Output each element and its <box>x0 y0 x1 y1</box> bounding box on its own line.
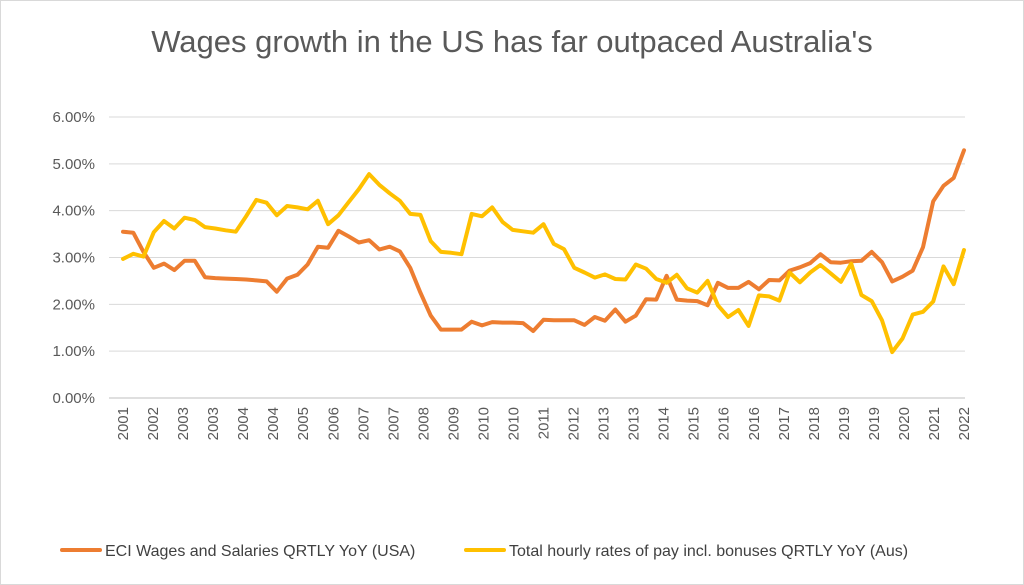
x-tick-label: 2020 <box>896 407 913 440</box>
x-tick-label: 2019 <box>836 407 853 440</box>
y-tick-label: 0.00% <box>52 390 95 407</box>
x-tick-label: 2016 <box>716 407 733 440</box>
x-tick-label: 2013 <box>596 407 613 440</box>
x-tick-label: 2017 <box>776 407 793 440</box>
y-tick-label: 2.00% <box>52 296 95 313</box>
x-tick-label: 2004 <box>235 407 252 440</box>
x-tick-label: 2007 <box>385 407 402 440</box>
x-tick-label: 2021 <box>926 407 943 440</box>
x-tick-label: 2010 <box>505 407 522 440</box>
x-tick-label: 2013 <box>626 407 643 440</box>
x-tick-label: 2010 <box>475 407 492 440</box>
x-tick-label: 2019 <box>866 407 883 440</box>
x-tick-label: 2016 <box>746 407 763 440</box>
x-tick-label: 2003 <box>175 407 192 440</box>
y-tick-label: 5.00% <box>52 156 95 173</box>
x-tick-label: 2007 <box>355 407 372 440</box>
series-line-aus <box>121 172 966 355</box>
y-tick-label: 3.00% <box>52 250 95 267</box>
x-tick-label: 2011 <box>536 407 553 439</box>
x-tick-label: 2014 <box>656 407 673 440</box>
x-tick-label: 2015 <box>686 407 703 440</box>
series-lines <box>121 148 966 355</box>
x-tick-label: 2008 <box>415 407 432 440</box>
series-line-usa <box>121 148 966 333</box>
y-tick-label: 1.00% <box>52 343 95 360</box>
x-tick-label: 2001 <box>115 407 132 440</box>
x-tick-label: 2002 <box>145 407 162 440</box>
chart-title: Wages growth in the US has far outpaced … <box>151 24 873 59</box>
y-tick-label: 6.00% <box>52 109 95 126</box>
x-axis-ticks: 2001 2002 2003 2003 2004 2004 2005 2006 2007 2007… <box>115 407 973 440</box>
x-tick-label: 2003 <box>205 407 222 440</box>
x-tick-label: 2018 <box>806 407 823 440</box>
x-tick-label: 2009 <box>445 407 462 440</box>
x-tick-label: 2022 <box>956 407 973 440</box>
y-tick-label: 4.00% <box>52 203 95 220</box>
x-tick-label: 2004 <box>265 407 282 440</box>
x-tick-label: 2005 <box>295 407 312 440</box>
legend: ECI Wages and Salaries QRTLY YoY (USA) To… <box>60 543 908 560</box>
legend-label: ECI Wages and Salaries QRTLY YoY (USA) <box>105 543 415 560</box>
x-tick-label: 2012 <box>566 407 583 440</box>
x-tick-label: 2006 <box>325 407 342 440</box>
gridlines <box>109 116 965 399</box>
y-axis-ticks: 0.00% 1.00% 2.00% 3.00% 4.00% 5.00% 6.00% <box>52 109 95 407</box>
legend-label: Total hourly rates of pay incl. bonuses … <box>509 543 908 560</box>
